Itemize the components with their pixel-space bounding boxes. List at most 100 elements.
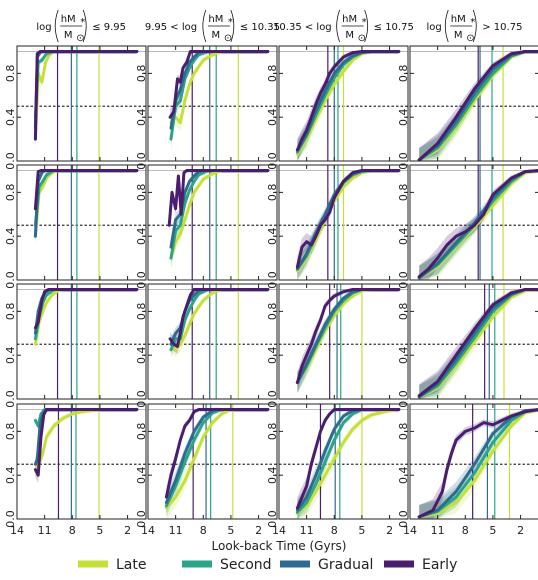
y-tick-label: 0.8 xyxy=(397,184,410,202)
x-tick-label: 14 xyxy=(10,524,24,537)
y-tick-label: 0.4 xyxy=(4,466,17,484)
panel-frame xyxy=(147,283,278,400)
series-line-early xyxy=(417,169,538,279)
y-tick-label: 0.4 xyxy=(266,466,279,484)
fraction-numerator: hM xyxy=(61,14,76,25)
y-tick-label: 0.0 xyxy=(397,510,410,528)
series-line-late xyxy=(33,50,139,141)
series-line-early xyxy=(417,408,538,519)
panel-content xyxy=(279,165,408,280)
paren-right xyxy=(364,9,369,43)
panel-frame xyxy=(278,164,409,281)
series-line-late xyxy=(33,169,139,238)
y-tick-label: 0.0 xyxy=(4,152,17,170)
x-tick-label: 5 xyxy=(489,524,496,537)
confidence-band-early xyxy=(35,409,137,484)
panel-content xyxy=(279,284,408,399)
series-line-early xyxy=(417,288,538,398)
y-tick-label: 0.4 xyxy=(4,108,17,126)
panel-content xyxy=(148,404,277,519)
series-line-early xyxy=(295,288,401,385)
series-line-late xyxy=(417,408,538,519)
x-tick-label: 2 xyxy=(386,524,393,537)
y-tick-label: 0.8 xyxy=(397,303,410,321)
panel: 0.00.40.8 xyxy=(135,164,278,289)
x-axis-label: Look-back Time (Gyrs) xyxy=(212,539,347,553)
series-line-early xyxy=(295,408,401,510)
y-tick-label: 0.8 xyxy=(4,303,17,321)
panel-frame xyxy=(16,164,147,281)
panel-content xyxy=(410,46,538,161)
panel: 0.00.40.8 xyxy=(397,164,538,289)
denominator-subscript: ⊙ xyxy=(76,33,84,44)
panel-content xyxy=(279,46,408,161)
x-tick-label: 11 xyxy=(38,524,52,537)
confidence-band-second xyxy=(297,409,399,519)
panel-content xyxy=(17,165,146,280)
panel: 0.0 0.4 0.8 14 11 8 5 2 xyxy=(266,403,409,537)
x-tick-label: 11 xyxy=(169,524,183,537)
x-tick-label: 5 xyxy=(96,524,103,537)
series-line-early xyxy=(33,50,139,141)
fraction-numerator: hM xyxy=(208,14,223,25)
y-tick-label: 0.8 xyxy=(135,65,148,83)
panel: 0.00.40.8 xyxy=(397,45,538,170)
panel: 0.00.40.8 xyxy=(266,45,409,170)
series-line-early xyxy=(167,169,270,227)
panel-frame xyxy=(147,164,278,281)
series-line-late xyxy=(295,50,401,156)
numerator-subscript: * xyxy=(362,17,367,28)
confidence-band-gradual xyxy=(35,409,137,472)
y-tick-label: 0.0 xyxy=(266,510,279,528)
confidence-band-early xyxy=(419,409,538,519)
x-tick-label: 14 xyxy=(272,524,286,537)
fraction-numerator: hM xyxy=(451,14,466,25)
panel-content xyxy=(17,404,146,519)
panel-content xyxy=(410,165,538,280)
x-tick-label: 5 xyxy=(358,524,365,537)
y-tick-label: 0.8 xyxy=(135,423,148,441)
denominator-subscript: ⊙ xyxy=(466,33,474,44)
panel-frame xyxy=(278,283,409,400)
confidence-band-gradual xyxy=(35,170,137,245)
legend-item: Early xyxy=(384,557,457,573)
y-tick-label: 0.4 xyxy=(135,108,148,126)
y-tick-label: 0.8 xyxy=(4,184,17,202)
y-tick-label: 0.4 xyxy=(4,227,17,245)
panel-frame xyxy=(16,45,147,162)
series-line-early xyxy=(33,169,139,211)
y-tick-label: 0.4 xyxy=(397,108,410,126)
legend-label-second: Second xyxy=(220,557,272,573)
numerator-subscript: * xyxy=(228,17,233,28)
denominator-subscript: ⊙ xyxy=(224,33,232,44)
y-tick-label: 0.4 xyxy=(397,466,410,484)
series-line-early xyxy=(417,50,538,161)
series-line-early xyxy=(33,408,139,477)
panel-content xyxy=(410,284,538,399)
legend-item: Gradual xyxy=(280,557,373,573)
panel-frame xyxy=(409,403,538,520)
panel: 0.0 0.4 0.8 xyxy=(4,45,147,170)
confidence-band-early xyxy=(170,51,268,126)
series-line-gradual xyxy=(169,169,270,249)
column-title-suffix: ≤ 10.35 xyxy=(240,22,280,33)
y-tick-label: 0.8 xyxy=(397,423,410,441)
series-line-second xyxy=(33,169,139,227)
panel-content xyxy=(148,46,277,161)
series-line-late xyxy=(295,408,401,515)
confidence-band-gradual xyxy=(419,409,538,519)
panel: 0.00.40.8 xyxy=(397,283,538,408)
panel: 0.0 0.4 0.8 14 11 8 5 2 xyxy=(397,403,538,537)
series-line-second xyxy=(33,50,139,119)
panel: 0.00.40.8 xyxy=(135,45,278,170)
y-tick-label: 0.0 xyxy=(135,390,148,408)
panel: 0.0 0.4 0.8 14 11 8 5 2 xyxy=(4,403,147,537)
numerator-subscript: * xyxy=(470,17,475,28)
panel: 0.00.40.8 xyxy=(266,164,409,289)
y-tick-label: 0.4 xyxy=(135,227,148,245)
confidence-band-second xyxy=(35,170,137,233)
series-line-gradual xyxy=(33,169,139,238)
